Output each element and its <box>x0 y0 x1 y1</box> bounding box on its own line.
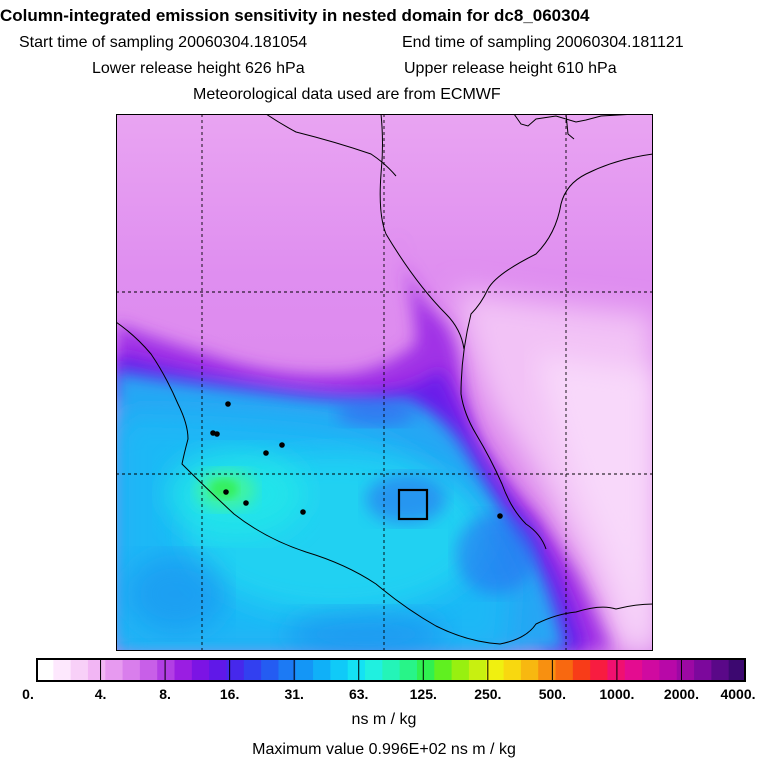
colorbar-swatch <box>468 658 487 682</box>
colorbar-swatch <box>209 658 227 682</box>
colorbar-swatch <box>226 658 245 682</box>
colorbar-swatch <box>330 658 349 682</box>
colorbar-tick-label: 16. <box>219 686 240 702</box>
colorbar-swatch <box>416 658 435 682</box>
colorbar-tick-label: 63. <box>348 686 369 702</box>
colorbar-tick-label: 500. <box>538 686 566 702</box>
colorbar-tick-label: 1000. <box>599 686 635 702</box>
colorbar-swatch <box>70 658 89 682</box>
blue-patch-sw <box>126 554 226 634</box>
colorbar-swatch <box>451 658 470 682</box>
colorbar-swatch <box>243 658 262 682</box>
colorbar-swatch <box>313 658 331 682</box>
met-data-label: Meteorological data used are from ECMWF <box>193 86 501 103</box>
colorbar-swatch <box>278 658 297 682</box>
colorbar-swatch <box>572 658 591 682</box>
colorbar-swatch <box>728 658 747 682</box>
maximum-value-label: Maximum value 0.996E+02 ns m / kg <box>252 741 516 758</box>
colorbar-swatch <box>87 658 106 682</box>
colorbar-swatch <box>36 658 54 682</box>
colorbar-swatch <box>555 658 574 682</box>
colorbar-swatch <box>642 658 660 682</box>
city-marker <box>279 442 285 448</box>
lower-height-label: Lower release height 626 hPa <box>92 60 305 77</box>
colorbar-tick-label: 2000. <box>663 686 699 702</box>
colorbar-tick-label: 31. <box>284 686 304 702</box>
colorbar-swatch <box>382 658 401 682</box>
upper-height-label: Upper release height 610 hPa <box>404 60 617 77</box>
colorbar-swatch <box>624 658 643 682</box>
colorbar-swatch <box>711 658 730 682</box>
blue-patch-north <box>336 402 416 426</box>
colorbar-swatch <box>139 658 158 682</box>
lowest-sensitivity-area <box>536 354 653 651</box>
colorbar-swatch <box>434 658 453 682</box>
city-marker <box>214 431 220 437</box>
colorbar-frame <box>36 658 746 682</box>
colorbar-swatch <box>191 658 210 682</box>
colorbar-swatch <box>659 658 678 682</box>
sensitivity-map <box>116 114 653 651</box>
colorbar-tick-label: 8. <box>159 686 171 702</box>
colorbar-tick-label: 250. <box>474 686 502 702</box>
map-title: Column-integrated emission sensitivity i… <box>0 6 590 25</box>
colorbar-swatch <box>174 658 193 682</box>
colorbar-swatch <box>53 658 72 682</box>
colorbar-swatch <box>520 658 539 682</box>
colorbar-swatch <box>538 658 557 682</box>
release-location-box <box>397 488 429 521</box>
colorbar <box>36 658 747 682</box>
city-marker <box>263 450 269 456</box>
blue-patch-east <box>456 514 536 594</box>
colorbar-tick-label: 4. <box>94 686 107 702</box>
colorbar-swatch <box>105 658 124 682</box>
colorbar-tick-label: 4000. <box>720 686 756 702</box>
colorbar-swatch <box>261 658 279 682</box>
map-frame <box>116 114 653 651</box>
city-marker <box>243 500 249 506</box>
city-marker <box>223 489 229 495</box>
start-time-label: Start time of sampling 20060304.181054 <box>19 34 308 51</box>
colorbar-swatch <box>607 658 626 682</box>
colorbar-swatch <box>295 658 314 682</box>
city-marker <box>225 401 231 407</box>
colorbar-swatch <box>399 658 418 682</box>
city-marker <box>497 513 503 519</box>
colorbar-swatch <box>365 658 383 682</box>
city-markers <box>210 401 503 519</box>
coastlines <box>116 114 653 645</box>
colorbar-swatch <box>503 658 522 682</box>
colorbar-swatch <box>590 658 608 682</box>
maximum-patch <box>210 479 238 499</box>
colorbar-tick-label: 125. <box>409 686 437 702</box>
colorbar-swatch <box>157 658 176 682</box>
colorbar-units: ns m / kg <box>351 711 417 728</box>
colorbar-swatch <box>122 658 141 682</box>
colorbar-swatch <box>347 658 366 682</box>
blue-patch-south <box>286 609 446 651</box>
city-marker <box>300 509 306 515</box>
colorbar-swatch <box>676 658 695 682</box>
colorbar-swatch <box>486 658 505 682</box>
blue-violet-band <box>116 354 586 651</box>
blue-patch-center <box>366 474 446 524</box>
end-time-label: End time of sampling 20060304.181121 <box>402 34 684 51</box>
colorbar-tick-label: 0. <box>22 686 34 702</box>
colorbar-swatch <box>694 658 712 682</box>
